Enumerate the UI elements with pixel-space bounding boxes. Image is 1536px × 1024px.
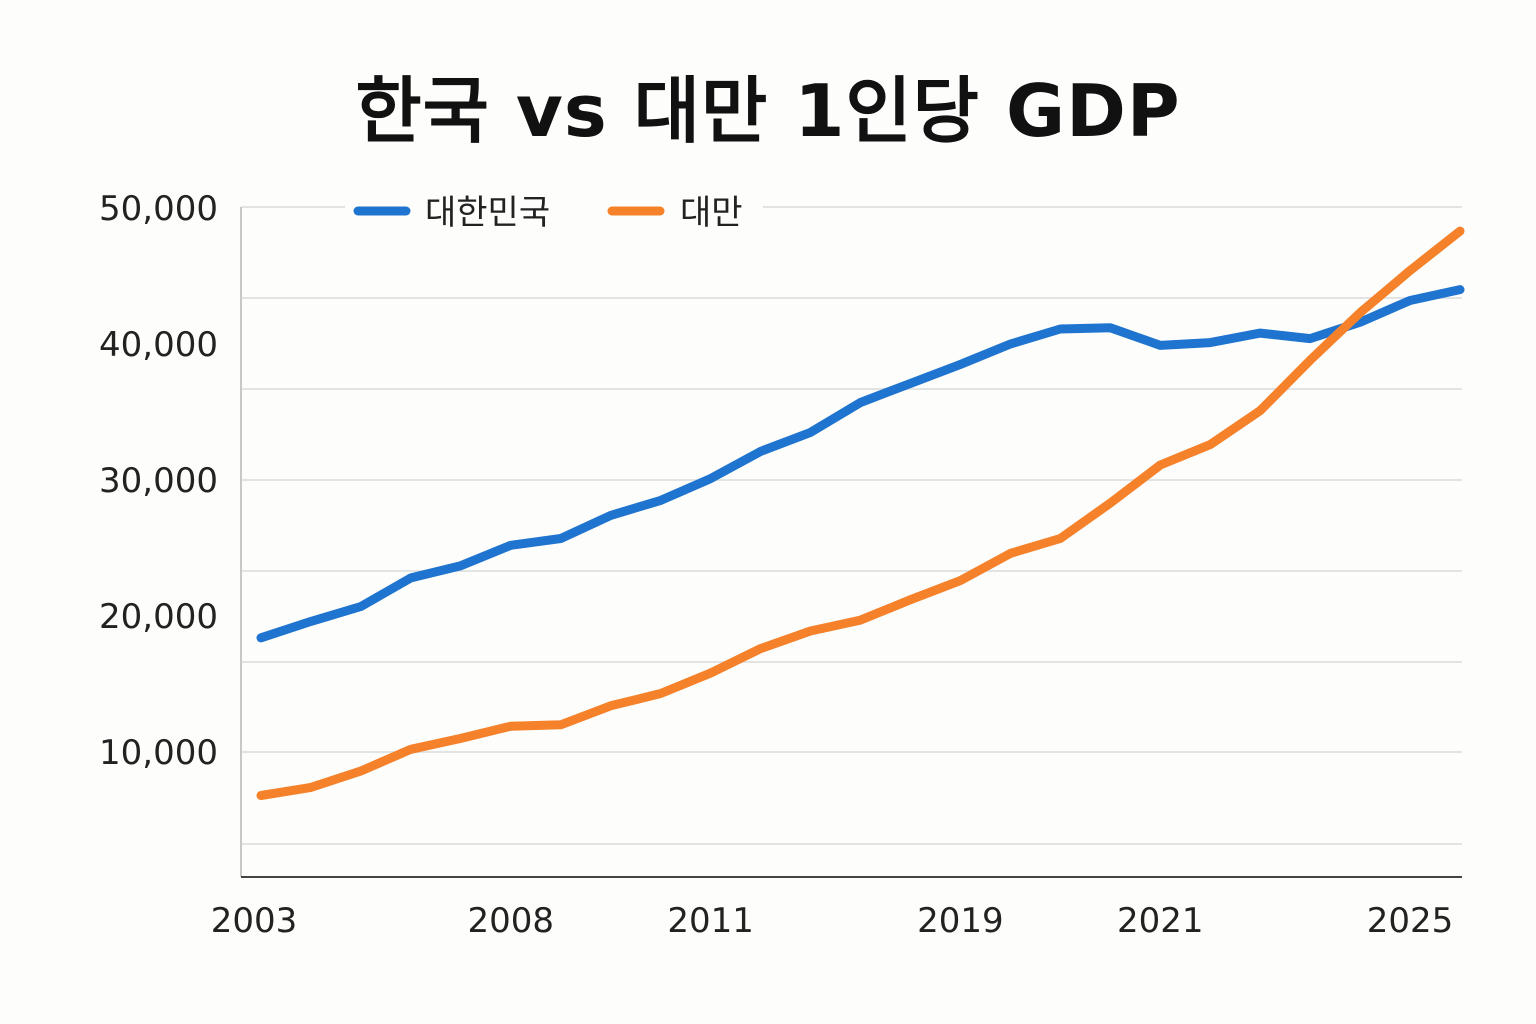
- y-tick-label: 30,000: [99, 461, 218, 501]
- x-tick-label: 2025: [1367, 901, 1454, 941]
- series-line-1: [256, 226, 1465, 800]
- legend-background: [345, 190, 763, 232]
- y-tick-label: 20,000: [99, 597, 218, 637]
- x-tick-label: 2008: [468, 901, 555, 941]
- y-tick-label: 40,000: [99, 325, 218, 365]
- series-lines: [256, 226, 1465, 800]
- series-line-0: [256, 285, 1465, 643]
- y-tick-label: 10,000: [99, 733, 218, 773]
- x-tick-label: 2021: [1117, 901, 1204, 941]
- x-tick-label: 2011: [667, 901, 754, 941]
- chart-title: 한국 vs 대만 1인당 GDP: [355, 69, 1181, 153]
- y-tick-label: 50,000: [99, 189, 218, 229]
- x-tick-label: 2019: [917, 901, 1004, 941]
- legend-label: 대만: [680, 193, 743, 233]
- x-tick-label: 2003: [211, 901, 298, 941]
- y-tick-labels: 10,000 20,000 30,000 40,000 50,000: [99, 189, 218, 773]
- legend: 대한민국 대만: [345, 190, 763, 233]
- axes: [240, 207, 1462, 878]
- x-tick-labels: 2003 2008 2011 2019 2021 2025: [211, 901, 1454, 941]
- legend-label: 대한민국: [425, 193, 550, 233]
